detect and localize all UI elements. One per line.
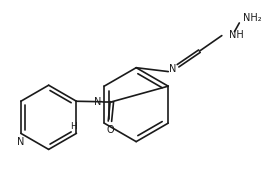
Text: NH₂: NH₂ (243, 13, 262, 23)
Text: N: N (17, 137, 25, 147)
Text: N: N (169, 64, 177, 74)
Text: O: O (106, 125, 114, 135)
Text: H: H (70, 122, 77, 131)
Text: N: N (94, 97, 101, 107)
Text: NH: NH (229, 30, 243, 40)
